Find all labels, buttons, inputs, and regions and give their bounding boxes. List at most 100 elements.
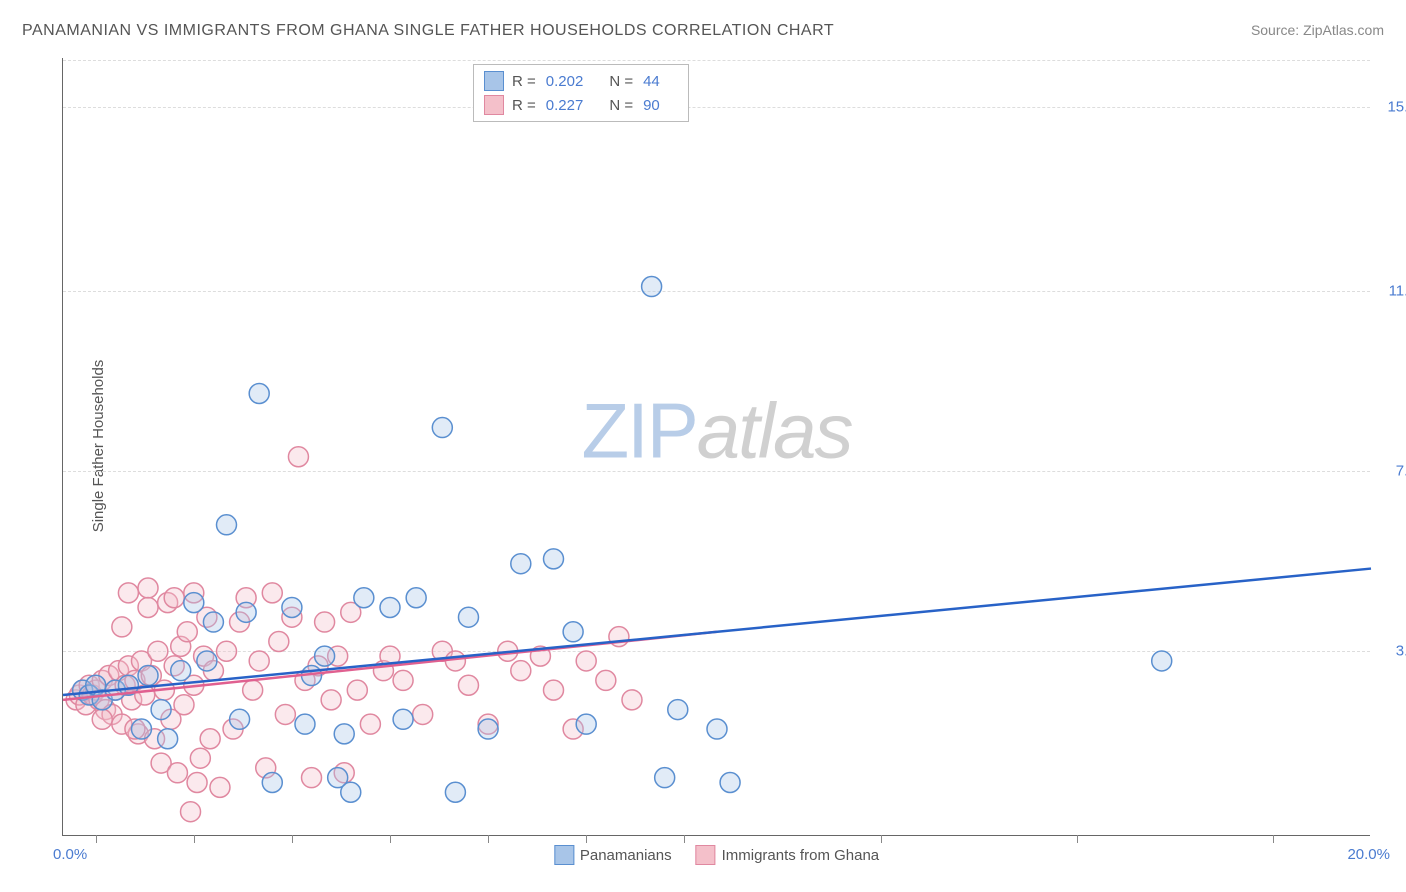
data-point-ghana: [190, 748, 210, 768]
data-point-ghana: [177, 622, 197, 642]
data-point-panamanians: [406, 588, 426, 608]
data-point-panamanians: [341, 782, 361, 802]
n-value-1: 90: [643, 97, 660, 114]
data-point-panamanians: [151, 700, 171, 720]
data-point-ghana: [112, 617, 132, 637]
data-point-panamanians: [138, 666, 158, 686]
data-point-panamanians: [249, 384, 269, 404]
x-tick: [1077, 835, 1078, 843]
plot-area: ZIPatlas 3.8%7.5%11.2%15.0% R = 0.202 N …: [62, 58, 1370, 836]
data-point-panamanians: [171, 661, 191, 681]
data-point-ghana: [138, 597, 158, 617]
y-tick-label: 3.8%: [1396, 643, 1406, 660]
x-tick: [881, 835, 882, 843]
x-tick: [684, 835, 685, 843]
data-point-ghana: [360, 714, 380, 734]
data-point-panamanians: [315, 646, 335, 666]
data-point-ghana: [167, 763, 187, 783]
data-point-panamanians: [236, 602, 256, 622]
data-point-ghana: [622, 690, 642, 710]
r-value-0: 0.202: [546, 73, 584, 90]
x-tick: [1273, 835, 1274, 843]
x-tick: [390, 835, 391, 843]
data-point-panamanians: [380, 597, 400, 617]
x-tick: [194, 835, 195, 843]
data-point-panamanians: [563, 622, 583, 642]
data-point-panamanians: [197, 651, 217, 671]
data-point-ghana: [393, 670, 413, 690]
data-point-ghana: [138, 578, 158, 598]
data-point-panamanians: [334, 724, 354, 744]
legend-swatch-1: [696, 845, 716, 865]
data-point-ghana: [262, 583, 282, 603]
x-axis-min-label: 0.0%: [53, 846, 87, 863]
y-tick-label: 7.5%: [1396, 463, 1406, 480]
data-point-panamanians: [295, 714, 315, 734]
chart-title: PANAMANIAN VS IMMIGRANTS FROM GHANA SING…: [22, 22, 834, 40]
r-value-1: 0.227: [546, 97, 584, 114]
legend-label-1: Immigrants from Ghana: [722, 847, 880, 864]
data-point-panamanians: [544, 549, 564, 569]
data-point-ghana: [217, 641, 237, 661]
legend-item-1: Immigrants from Ghana: [696, 845, 880, 865]
n-label: N =: [609, 73, 633, 90]
data-point-ghana: [596, 670, 616, 690]
data-point-panamanians: [230, 709, 250, 729]
trendline-panamanians: [63, 569, 1371, 695]
data-point-ghana: [174, 695, 194, 715]
y-tick-label: 11.2%: [1389, 283, 1406, 300]
data-point-panamanians: [720, 773, 740, 793]
data-point-ghana: [544, 680, 564, 700]
legend-swatch-0: [554, 845, 574, 865]
data-point-panamanians: [432, 418, 452, 438]
data-point-ghana: [275, 704, 295, 724]
correlation-chart: PANAMANIAN VS IMMIGRANTS FROM GHANA SING…: [0, 0, 1406, 892]
data-point-panamanians: [445, 782, 465, 802]
data-point-ghana: [458, 675, 478, 695]
data-point-ghana: [347, 680, 367, 700]
x-tick: [488, 835, 489, 843]
data-point-panamanians: [131, 719, 151, 739]
data-point-ghana: [269, 632, 289, 652]
data-point-ghana: [92, 709, 112, 729]
data-point-panamanians: [158, 729, 178, 749]
data-point-panamanians: [642, 277, 662, 297]
stats-row-series-0: R = 0.202 N = 44: [484, 69, 678, 93]
data-point-ghana: [249, 651, 269, 671]
data-point-panamanians: [262, 773, 282, 793]
swatch-series-0: [484, 71, 504, 91]
n-label: N =: [609, 97, 633, 114]
data-point-panamanians: [707, 719, 727, 739]
y-tick-label: 15.0%: [1387, 98, 1406, 115]
x-tick: [96, 835, 97, 843]
data-point-ghana: [321, 690, 341, 710]
data-point-ghana: [148, 641, 168, 661]
data-point-panamanians: [393, 709, 413, 729]
source-attribution: Source: ZipAtlas.com: [1251, 22, 1384, 38]
data-point-ghana: [210, 777, 230, 797]
data-point-panamanians: [203, 612, 223, 632]
bottom-legend: Panamanians Immigrants from Ghana: [554, 845, 879, 865]
stats-legend-box: R = 0.202 N = 44 R = 0.227 N = 90: [473, 64, 689, 122]
data-point-ghana: [200, 729, 220, 749]
data-point-panamanians: [655, 768, 675, 788]
x-tick: [586, 835, 587, 843]
x-axis-max-label: 20.0%: [1347, 846, 1390, 863]
data-point-panamanians: [511, 554, 531, 574]
data-point-ghana: [315, 612, 335, 632]
data-point-panamanians: [668, 700, 688, 720]
data-point-panamanians: [282, 597, 302, 617]
scatter-svg: [63, 58, 1370, 835]
data-point-ghana: [302, 768, 322, 788]
data-point-ghana: [413, 704, 433, 724]
data-point-ghana: [288, 447, 308, 467]
legend-label-0: Panamanians: [580, 847, 672, 864]
data-point-panamanians: [354, 588, 374, 608]
data-point-ghana: [181, 802, 201, 822]
data-point-panamanians: [217, 515, 237, 535]
data-point-ghana: [164, 588, 184, 608]
n-value-0: 44: [643, 73, 660, 90]
swatch-series-1: [484, 95, 504, 115]
data-point-ghana: [187, 773, 207, 793]
r-label: R =: [512, 97, 536, 114]
